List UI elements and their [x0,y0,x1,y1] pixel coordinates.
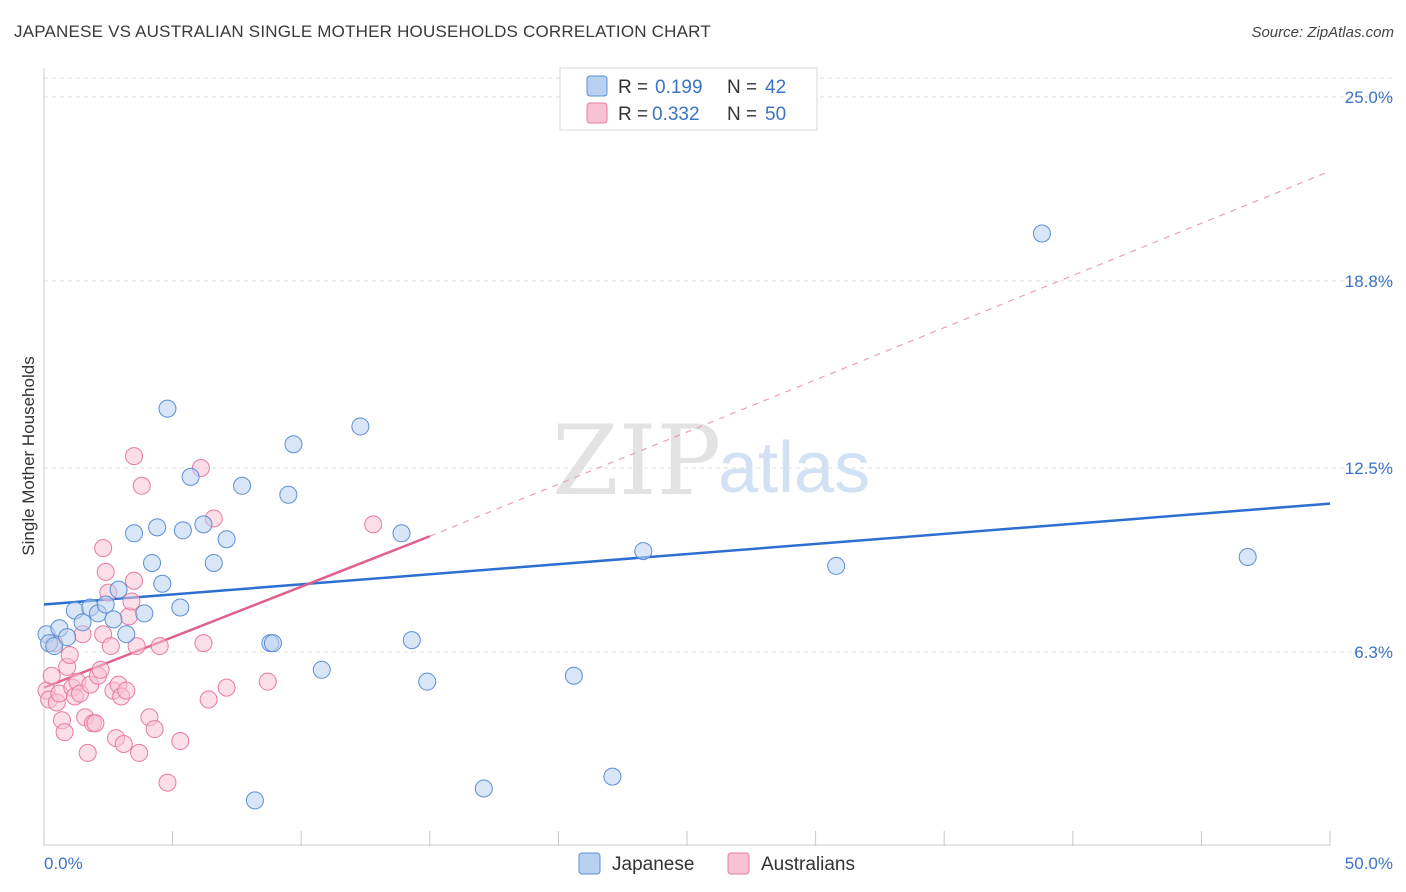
trend-line-australians [43,535,431,689]
point-japanese [1238,548,1257,567]
point-australians [258,672,277,691]
point-australians [145,720,164,739]
legend-n-value-japanese: 42 [765,77,786,98]
point-australians [158,773,177,792]
point-japanese [96,595,115,614]
point-japanese [284,435,303,454]
point-australians [171,732,190,751]
point-australians [60,645,79,664]
trend-line-australians-extension [429,170,1331,537]
point-australians [364,515,383,534]
point-australians [114,735,133,754]
point-japanese [171,598,190,617]
legend-r-value-japanese: 0.199 [655,77,703,98]
point-japanese [181,467,200,486]
bottom-legend-swatch-japanese [578,852,601,875]
point-japanese [351,417,370,436]
point-japanese [402,631,421,650]
point-japanese [73,613,92,632]
y-tick-label: 18.8% [1345,272,1393,291]
point-australians [119,607,138,626]
point-australians [94,539,113,558]
legend-r-label-australians: R = [618,104,648,125]
point-australians [130,743,149,762]
bottom-legend-swatch-australians [727,852,750,875]
point-japanese [263,634,282,653]
point-australians [194,634,213,653]
point-japanese [173,521,192,540]
point-japanese [474,779,493,798]
source-label: Source: ZipAtlas.com [1251,24,1394,41]
point-japanese [634,542,653,561]
point-japanese [392,524,411,543]
bottom-legend-japanese: Japanese [612,854,694,875]
trend-lines [43,170,1331,689]
point-japanese [217,530,236,549]
point-australians [117,681,136,700]
y-axis-title: Single Mother Households [19,356,38,555]
point-australians [150,637,169,656]
point-japanese [109,580,128,599]
point-japanese [158,399,177,418]
point-japanese [143,553,162,572]
point-japanese [204,553,223,572]
gridlines [44,77,1393,653]
point-japanese [194,515,213,534]
point-australians [96,562,115,581]
bottom-legend: Japanese Australians [578,852,855,875]
point-japanese [125,524,144,543]
y-tick-labels: 6.3% 12.5% 18.8% 25.0% [1345,88,1393,662]
legend-n-value-australians: 50 [765,104,786,125]
point-australians [125,447,144,466]
legend-r-value-australians: 0.332 [652,104,700,125]
legend-swatch-australians [586,102,608,124]
point-australians [122,592,141,611]
x-tick-max: 50.0% [1345,854,1393,873]
point-japanese [827,556,846,575]
point-australians [42,666,61,685]
point-japanese [104,610,123,629]
y-tick-label: 25.0% [1345,88,1393,107]
point-australians [127,637,146,656]
legend-swatch-japanese [586,75,608,97]
point-japanese [153,574,172,593]
point-japanese [245,791,264,810]
data-points [37,224,1257,810]
chart-title: JAPANESE VS AUSTRALIAN SINGLE MOTHER HOU… [14,22,711,41]
legend-n-label-australians: N = [727,104,757,125]
watermark-zip: ZIP [552,405,721,517]
point-australians [132,476,151,495]
point-australians [78,743,97,762]
point-japanese [233,476,252,495]
point-australians [199,690,218,709]
point-japanese [135,604,154,623]
point-japanese [418,672,437,691]
legend: R = 0.199 N = 42 R = 0.332 N = 50 [559,67,818,131]
point-japanese [564,666,583,685]
point-japanese [148,518,167,537]
point-australians [55,723,74,742]
y-tick-label: 6.3% [1354,643,1393,662]
legend-n-label-japanese: N = [727,77,757,98]
legend-r-label-japanese: R = [618,77,648,98]
point-australians [86,714,105,733]
point-japanese [45,637,64,656]
point-japanese [117,625,136,644]
x-tick-min: 0.0% [44,854,83,873]
trend-line-japanese [43,502,1331,606]
point-australians [101,637,120,656]
point-australians [217,678,236,697]
point-japanese [603,767,622,786]
point-japanese [279,485,298,504]
point-japanese [58,628,77,647]
bottom-legend-australians: Australians [761,854,855,875]
axes [43,68,1331,846]
y-tick-label: 12.5% [1345,459,1393,478]
point-japanese [1032,224,1051,243]
point-japanese [312,660,331,679]
point-australians [91,660,110,679]
point-australians [125,571,144,590]
